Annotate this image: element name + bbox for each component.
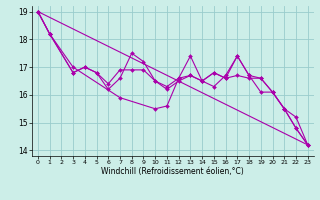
X-axis label: Windchill (Refroidissement éolien,°C): Windchill (Refroidissement éolien,°C) bbox=[101, 167, 244, 176]
